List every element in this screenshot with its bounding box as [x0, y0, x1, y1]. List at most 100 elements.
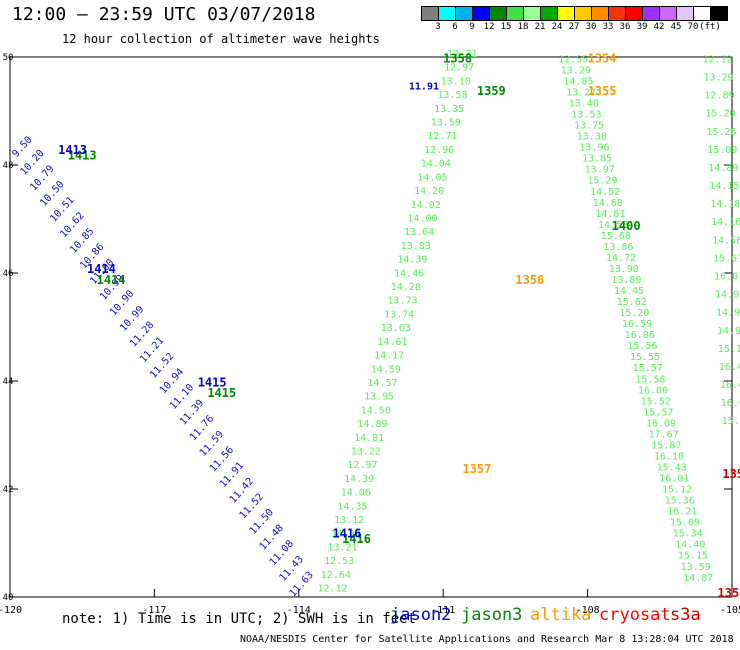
y-tick-label: 42: [3, 485, 14, 495]
color-scale-tick: 24: [551, 22, 563, 32]
track-jason3: 15.92 16.01 16.46 16.48 15.17 14.98 14.99 14.93…: [703, 54, 740, 427]
wave-height-value: 15.87: [651, 440, 681, 451]
wave-height-value: 15.20: [705, 109, 735, 120]
wave-height-value: 15.09: [707, 145, 737, 156]
wave-height-value: 12.71: [427, 131, 457, 142]
pass-number-label: 1357: [462, 462, 491, 476]
x-tick-label: -108: [576, 605, 600, 616]
track-jason2: 9.5010.2010.7910.5010.5110.6210.8510.861…: [10, 134, 315, 599]
wave-height-value: 13.73: [387, 296, 417, 307]
wave-height-value: 15.26: [706, 127, 736, 138]
wave-height-value: 12.12: [703, 54, 733, 65]
wave-height-value: 14.85: [563, 76, 593, 87]
wave-height-value: 13.85: [582, 154, 612, 165]
wave-height-value: 15.29: [587, 176, 617, 187]
wave-height-value: 12.89: [704, 91, 734, 102]
y-tick-label: 40: [3, 593, 14, 603]
wave-height-value: 13.27: [566, 87, 596, 98]
color-scale-tick: 15: [500, 22, 512, 32]
wave-height-value: 13.86: [603, 242, 633, 253]
y-tick-label: 50: [3, 53, 14, 63]
credit-line: NOAA/NESDIS Center for Satellite Applica…: [240, 634, 734, 645]
wave-height-value: 14.56: [712, 235, 740, 246]
wave-height-value: 14.00: [407, 213, 437, 224]
color-scale-tick: 70: [687, 22, 699, 32]
pass-number-label: 1356: [718, 586, 740, 600]
wave-height-value: 14.89: [357, 419, 387, 430]
wave-height-value: 17.67: [649, 429, 679, 440]
wave-height-value: 13.21: [327, 542, 357, 553]
wave-height-value: 14.72: [606, 253, 636, 264]
x-tick-label: -111: [431, 605, 455, 616]
color-scale-swatch: [710, 6, 728, 21]
x-tick-label: -105: [720, 605, 740, 616]
color-scale-tick: 27: [568, 22, 580, 32]
wave-height-value: 16.01: [721, 398, 740, 409]
color-scale-tick: 6: [452, 22, 458, 32]
wave-height-value: 12.64: [321, 570, 351, 581]
pass-number-label: 1356: [722, 467, 740, 481]
pass-number-label: 1416: [342, 532, 371, 546]
wave-height-value: 13.64: [404, 227, 434, 238]
wave-height-value: 13.40: [569, 99, 599, 110]
pass-number-label: 1415: [198, 375, 227, 389]
wave-height-value: 14.39: [397, 255, 427, 266]
wave-height-value: 12.12: [317, 584, 347, 595]
wave-height-value: 14.04: [421, 159, 451, 170]
wave-height-value: 13.90: [609, 264, 639, 275]
page-title: 12:00 – 23:59 UTC 03/07/2018: [12, 4, 316, 25]
wave-height-value: 16.46: [720, 380, 740, 391]
wave-height-value: 15.43: [657, 463, 687, 474]
color-scale-tick: 30: [585, 22, 597, 32]
wave-height-value: 15.20: [619, 308, 649, 319]
wave-height-value: 14.93: [715, 290, 740, 301]
wave-height-value: 13.95: [364, 392, 394, 403]
page-subtitle: 12 hour collection of altimeter wave hei…: [62, 32, 380, 46]
wave-height-value: 15.52: [641, 396, 671, 407]
wave-height-value: 15.57: [633, 363, 663, 374]
color-scale-tick: 21: [534, 22, 546, 32]
wave-height-value: 12.55: [558, 54, 588, 65]
wave-height-value: 12.97: [444, 63, 474, 74]
wave-height-value: 15.55: [630, 352, 660, 363]
wave-height-value: 16.00: [638, 385, 668, 396]
wave-height-value: 14.59: [371, 364, 401, 375]
wave-height-value: 13.29: [561, 65, 591, 76]
wave-height-value: 14.45: [614, 286, 644, 297]
wave-height-value: 15.56: [627, 341, 657, 352]
wave-height-value: 14.06: [341, 488, 371, 499]
wave-height-value: 14.68: [593, 198, 623, 209]
wave-height-value: 13.38: [577, 132, 607, 143]
color-scale-tick: 42: [653, 22, 665, 32]
wave-height-value: 14.28: [391, 282, 421, 293]
wave-height-value: 14.99: [716, 308, 740, 319]
wave-height-value: 16.06: [625, 330, 655, 341]
wave-height-value: 14.57: [367, 378, 397, 389]
wave-height-value: 14.58: [598, 220, 628, 231]
wave-height-value: 15.61: [713, 253, 740, 264]
satellite-legend-s3a: s3a: [670, 605, 701, 625]
wave-height-value: 14.81: [354, 433, 384, 444]
wave-height-value: 16.09: [646, 418, 676, 429]
wave-height-value: 14.40: [675, 540, 705, 551]
color-scale-tick: 18: [517, 22, 529, 32]
wave-height-value: 14.20: [414, 186, 444, 197]
color-scale-tick: 36: [619, 22, 631, 32]
wave-height-value: 16.59: [622, 319, 652, 330]
wave-height-value: 14.46: [394, 268, 424, 279]
pass-number-label: 1400: [612, 219, 641, 233]
wave-height-value: 13.35: [434, 104, 464, 115]
wave-height-value: 12.31: [447, 49, 477, 60]
wave-height-value: 13.96: [579, 143, 609, 154]
wave-height-value: 13.75: [574, 121, 604, 132]
wave-height-value: 14.30: [331, 529, 361, 540]
wave-height-value: 14.18: [710, 199, 740, 210]
wave-height-value: 15.58: [635, 374, 665, 385]
wave-height-value: 16.07: [714, 271, 740, 282]
wave-height-value: 13.22: [351, 447, 381, 458]
color-scale-tick: 3: [435, 22, 441, 32]
wave-height-value: 14.81: [595, 209, 625, 220]
wave-height-value: 14.61: [377, 337, 407, 348]
pass-number-label: 1359: [477, 84, 506, 98]
color-scale-tick: 12: [483, 22, 495, 32]
